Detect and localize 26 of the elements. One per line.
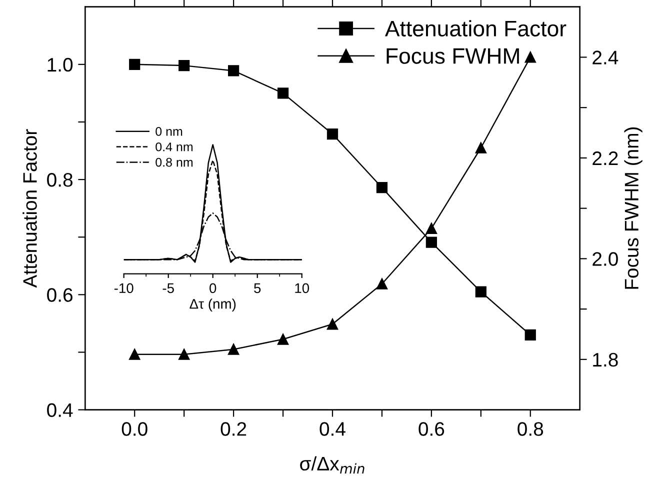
y-axis-title: Attenuation Factor: [22, 129, 37, 288]
x-tick-label: 10: [295, 283, 310, 294]
x-tick-label: 0.8: [518, 422, 544, 436]
x-tick-label: -10: [114, 283, 134, 294]
legend-label: Attenuation Factor: [384, 20, 566, 36]
x-tick-label: 0.4: [320, 422, 346, 436]
x-axis-title: Δτ (nm): [190, 298, 236, 312]
legend-label: Focus FWHM: [386, 48, 519, 64]
x-tick-label: 0: [210, 283, 216, 294]
y-tick-label: 0.8: [47, 173, 72, 187]
x-tick-label: 5: [254, 283, 261, 294]
y2-tick-label: 2.0: [592, 252, 618, 266]
x-axis-title: σ/Δx$_{min}$: [300, 456, 364, 474]
y2-axis-title: Focus FWHM (nm): [624, 127, 642, 289]
y-tick-label: 0.4: [47, 403, 73, 418]
x-tick-label: 0.2: [220, 422, 246, 436]
y2-tick-label: 2.4: [592, 50, 618, 64]
x-tick-label: 0.0: [122, 422, 148, 436]
legend-label: 0.4 nm: [156, 142, 193, 152]
y-tick-label: 1.0: [48, 58, 73, 72]
x-tick-label: -5: [162, 283, 174, 294]
y2-tick-label: 2.2: [592, 151, 618, 165]
legend-label: 0.8 nm: [156, 158, 193, 167]
x-tick-label: 0.6: [418, 422, 444, 436]
legend-label: 0 nm: [156, 127, 182, 136]
y2-tick-label: 1.8: [593, 352, 618, 367]
